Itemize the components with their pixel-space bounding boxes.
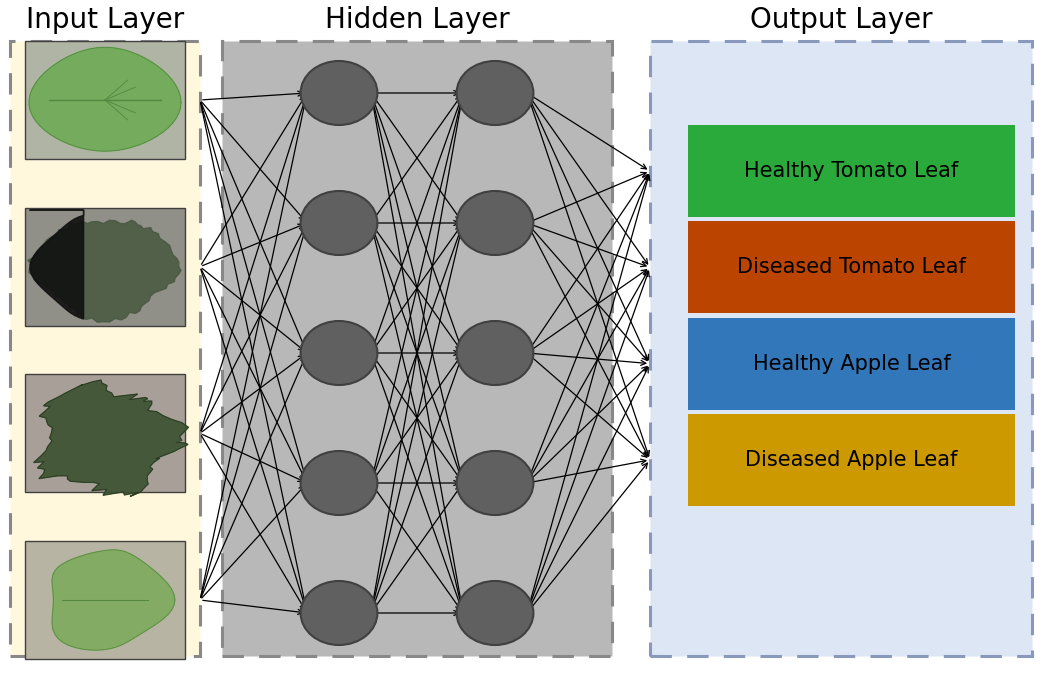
Bar [25,207,185,325]
Bar [688,414,1015,506]
Polygon shape [29,47,181,151]
Text: Diseased Apple Leaf: Diseased Apple Leaf [745,450,957,470]
Bar [25,41,185,159]
Ellipse shape [301,581,377,645]
Text: Output Layer: Output Layer [749,6,932,34]
Ellipse shape [457,451,533,515]
Ellipse shape [457,321,533,385]
Ellipse shape [301,61,377,125]
FancyBboxPatch shape [222,41,612,656]
Ellipse shape [457,581,533,645]
Ellipse shape [457,191,533,255]
Bar [25,374,185,492]
Text: Healthy Tomato Leaf: Healthy Tomato Leaf [744,161,958,181]
Text: Input Layer: Input Layer [26,6,184,34]
FancyBboxPatch shape [650,41,1032,656]
Bar [25,541,185,659]
Ellipse shape [301,451,377,515]
Bar [688,125,1015,217]
Text: Hidden Layer: Hidden Layer [325,6,509,34]
Polygon shape [33,380,188,496]
Text: Healthy Apple Leaf: Healthy Apple Leaf [752,354,950,374]
Ellipse shape [301,321,377,385]
Ellipse shape [457,61,533,125]
Bar [688,221,1015,313]
Polygon shape [52,550,175,650]
Bar [688,317,1015,410]
Text: Diseased Tomato Leaf: Diseased Tomato Leaf [737,258,966,277]
Polygon shape [28,220,181,322]
Ellipse shape [301,191,377,255]
FancyBboxPatch shape [10,41,200,656]
